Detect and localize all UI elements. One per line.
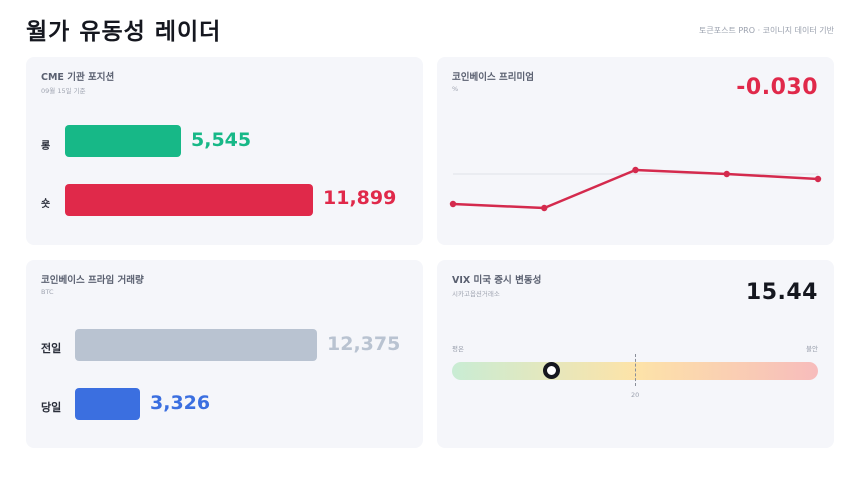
vix-current-indicator	[543, 362, 561, 379]
prev-day-value: 12,375	[327, 333, 401, 355]
today-bar	[75, 388, 140, 420]
premium-data-point	[723, 170, 730, 178]
coinbase-volume-card: 코인베이스 프라임 거래량 BTC 전일 12,375 당일 3,326	[26, 260, 423, 448]
volume-title: 코인베이스 프라임 거래량	[41, 275, 144, 286]
premium-series-line	[452, 168, 819, 210]
calm-label: 평온	[452, 345, 464, 353]
long-bar	[65, 125, 181, 157]
premium-value: -0.030	[736, 75, 818, 100]
premium-data-point	[632, 166, 639, 174]
cme-date: 09월 15일 기준	[41, 87, 86, 95]
premium-data-point	[449, 200, 457, 208]
cme-title: CME 기관 포지션	[41, 72, 115, 83]
cme-position-card: CME 기관 포지션 09월 15일 기준 롱 5,545 숏 11,899	[26, 57, 423, 245]
threshold-marker	[635, 354, 636, 386]
page-title: 월가 유동성 레이더	[26, 19, 222, 45]
short-bar	[65, 184, 313, 216]
coinbase-premium-card: 코인베이스 프리미엄 % -0.030	[437, 57, 834, 245]
vix-value: 15.44	[745, 280, 818, 305]
long-value: 5,545	[191, 129, 252, 151]
vix-card: VIX 미국 증시 변동성 시카고옵션거래소 15.44 평온 불안 20	[437, 260, 834, 448]
short-value: 11,899	[323, 187, 397, 209]
volume-unit: BTC	[41, 288, 54, 296]
today-value: 3,326	[150, 392, 211, 414]
premium-data-point	[541, 204, 548, 212]
premium-title: 코인베이스 프리미엄	[452, 72, 534, 83]
threshold-label: 20	[631, 391, 640, 399]
premium-data-point	[814, 175, 822, 183]
data-source: 토큰포스트 PRO · 코이니지 데이터 기반	[699, 26, 834, 35]
prev-day-bar	[75, 329, 317, 361]
today-label: 당일	[41, 401, 62, 414]
long-label: 롱	[41, 141, 51, 152]
vix-title: VIX 미국 증시 변동성	[452, 275, 542, 286]
short-label: 숏	[41, 199, 51, 210]
anxious-label: 불안	[806, 345, 818, 353]
premium-line-chart	[449, 166, 822, 212]
prev-day-label: 전일	[41, 342, 62, 355]
vix-subtitle: 시카고옵션거래소	[452, 290, 500, 298]
premium-unit: %	[452, 85, 459, 93]
